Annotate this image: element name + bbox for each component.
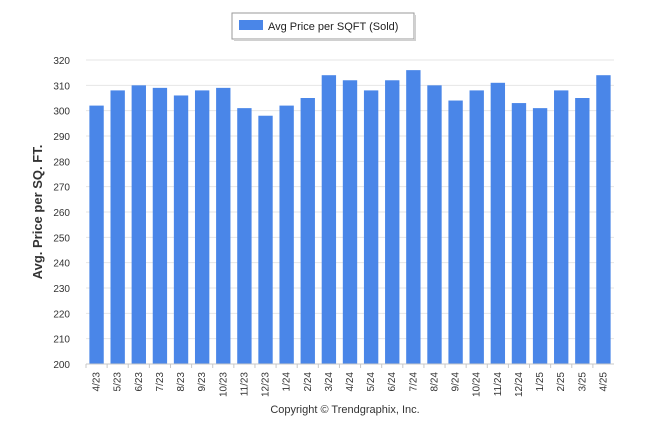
bar-12-23[interactable]: [258, 115, 273, 364]
x-tick-label: 12/23: [261, 372, 272, 397]
bar-11-23[interactable]: [237, 108, 252, 364]
y-tick-label: 200: [53, 360, 70, 371]
bar-9-23[interactable]: [194, 90, 210, 365]
x-tick-label: 5/23: [113, 372, 124, 392]
legend-swatch: [239, 20, 263, 30]
x-tick-label: 1/25: [535, 372, 546, 392]
bar-6-23[interactable]: [131, 85, 146, 364]
x-tick-label: 12/24: [514, 372, 525, 397]
x-tick-label: 1/24: [282, 372, 293, 392]
bar-8-24[interactable]: [427, 85, 442, 364]
bar-1-25[interactable]: [532, 108, 548, 364]
bar-1-24[interactable]: [279, 105, 294, 364]
y-tick-label: 250: [53, 233, 70, 244]
x-tick-label: 11/24: [493, 372, 504, 397]
bar-2-25[interactable]: [554, 90, 569, 365]
axes: 200 210 220 230 240 250 260 270 280 290 300 310 320 4…: [53, 56, 614, 397]
x-tick-label: 10/23: [218, 372, 229, 397]
y-tick-label: 230: [53, 284, 70, 295]
x-tick-label: 6/23: [134, 372, 145, 392]
x-tick-label: 10/24: [472, 372, 483, 397]
y-tick-label: 280: [53, 157, 70, 168]
y-tick-label: 270: [53, 183, 70, 194]
bar-4-24[interactable]: [342, 80, 358, 365]
bar-10-23[interactable]: [216, 87, 231, 365]
x-tick-label: 9/23: [197, 372, 208, 392]
y-tick-label: 260: [53, 208, 70, 219]
x-tick-label: 4/23: [92, 372, 103, 392]
bar-9-24[interactable]: [448, 100, 463, 364]
bar-5-24[interactable]: [363, 90, 379, 365]
x-tick-label: 9/24: [451, 372, 462, 392]
x-tick-label: 11/23: [239, 372, 250, 397]
x-tick-label: 6/24: [387, 372, 398, 392]
bar-6-24[interactable]: [385, 80, 400, 365]
legend-shadow-right: [414, 15, 416, 41]
bar-3-24[interactable]: [321, 75, 337, 364]
legend-shadow-bottom: [234, 39, 416, 41]
bar-4-23[interactable]: [89, 105, 104, 364]
x-tick-label: 3/25: [577, 372, 588, 392]
x-tick-label: 7/23: [155, 372, 166, 392]
bar-10-24[interactable]: [469, 90, 484, 365]
bar-7-24[interactable]: [406, 70, 421, 364]
x-tick-label: 2/25: [556, 372, 567, 392]
x-tick-label: 8/24: [429, 372, 440, 392]
y-tick-label: 320: [53, 56, 70, 67]
x-tick-label: 5/24: [366, 372, 377, 392]
copyright-text: Copyright © Trendgraphix, Inc.: [270, 404, 419, 416]
bar-7-23[interactable]: [152, 87, 168, 365]
x-tick-label: 2/24: [303, 372, 314, 392]
x-tick-label: 3/24: [324, 372, 335, 392]
y-tick-label: 210: [53, 335, 70, 346]
y-tick-label: 240: [53, 259, 70, 270]
bars: [89, 70, 611, 365]
bar-12-24[interactable]: [511, 103, 527, 364]
x-tick-label: 4/24: [345, 372, 356, 392]
x-tick-label: 8/23: [176, 372, 187, 392]
y-tick-label: 300: [53, 107, 70, 118]
bar-2-24[interactable]: [300, 98, 315, 364]
y-tick-label: 290: [53, 132, 70, 143]
legend-label: Avg Price per SQFT (Sold): [268, 21, 398, 33]
bar-5-23[interactable]: [110, 90, 125, 365]
y-tick-label: 310: [53, 81, 70, 92]
y-tick-label: 220: [53, 309, 70, 320]
legend[interactable]: Avg Price per SQFT (Sold): [231, 12, 416, 41]
bar-3-25[interactable]: [575, 98, 590, 364]
y-axis-title: Avg. Price per SQ. FT.: [30, 145, 45, 280]
bar-11-24[interactable]: [490, 82, 506, 365]
bar-4-25[interactable]: [596, 75, 611, 364]
x-tick-label: 4/25: [598, 372, 609, 392]
x-tick-label: 7/24: [408, 372, 419, 392]
bar-8-23[interactable]: [173, 95, 189, 364]
